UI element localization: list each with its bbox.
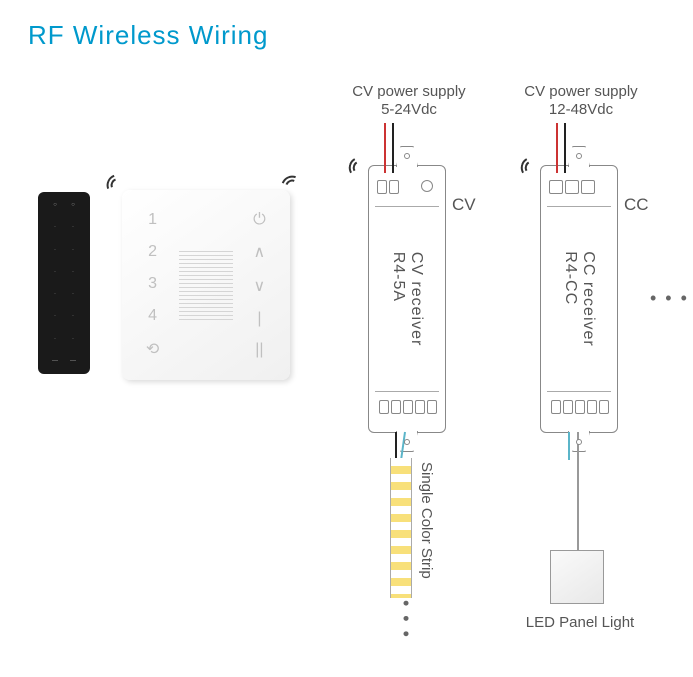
cc-supply-line2: 12-48Vdc	[506, 101, 656, 119]
remote-row: ··	[46, 269, 82, 275]
continuation-dots: • • •	[650, 288, 689, 309]
continuation-dots: • • •	[395, 600, 416, 639]
mount-hole	[576, 153, 582, 159]
wire-red	[556, 123, 558, 173]
wire-black	[564, 123, 566, 173]
remote-row: ··	[46, 313, 82, 319]
panel-btn-3: 3	[148, 275, 157, 293]
cv-supply-line2: 5-24Vdc	[334, 101, 484, 119]
wireless-icon	[103, 172, 126, 195]
remote-control: ○○ ·· ·· ·· ·· ·· ·· ——	[38, 192, 90, 374]
panel-left-col: 1 2 3 4 ⟲	[132, 204, 173, 366]
cc-supply-line1: CV power supply	[506, 83, 656, 101]
wire-cyan	[568, 432, 570, 460]
remote-row: ··	[46, 291, 82, 297]
remote-row: ··	[46, 247, 82, 253]
panel-btn-2: 2	[148, 243, 157, 261]
input-terminals	[549, 180, 595, 198]
cc-receiver-label: CC receiverR4-CC	[561, 251, 597, 346]
mount-hole	[576, 439, 582, 445]
input-terminals	[377, 180, 399, 198]
panel-btn-4: 4	[148, 307, 157, 325]
wire-black	[395, 432, 397, 460]
strip-label: Single Color Strip	[418, 462, 435, 579]
panel-btn-power: ⏻	[253, 211, 266, 229]
led-strip	[390, 458, 412, 598]
mount-hole	[404, 153, 410, 159]
panel-btn-m2: ||	[255, 341, 263, 359]
mount-hole	[404, 439, 410, 445]
cv-supply-line1: CV power supply	[334, 83, 484, 101]
cv-side-label: CV	[452, 195, 476, 215]
wireless-icon	[279, 172, 302, 195]
panel-btn-1: 1	[148, 211, 157, 229]
cv-supply-label: CV power supply 5-24Vdc	[334, 83, 484, 119]
wire-red	[384, 123, 386, 173]
cc-receiver: CC receiverR4-CC	[540, 165, 618, 433]
led-panel-light	[550, 550, 604, 604]
wall-panel: 1 2 3 4 ⟲ ⏻ ∧ ∨ | ||	[122, 190, 290, 380]
panel-slider	[173, 204, 239, 366]
pairing-button	[421, 180, 433, 192]
output-terminals	[551, 400, 609, 418]
panel-right-col: ⏻ ∧ ∨ | ||	[239, 204, 280, 366]
cv-receiver-label: CV receiverR4-5A	[389, 252, 425, 347]
panel-btn-down: ∨	[254, 276, 266, 296]
panel-btn-m1: |	[257, 310, 261, 328]
cv-receiver: CV receiverR4-5A	[368, 165, 446, 433]
panel-btn-up: ∧	[254, 242, 266, 262]
output-terminals	[379, 400, 437, 418]
remote-row: ○○	[46, 202, 82, 208]
cc-side-label: CC	[624, 195, 649, 215]
diagram-title: RF Wireless Wiring	[28, 20, 268, 51]
led-panel-label: LED Panel Light	[500, 614, 660, 632]
cc-supply-label: CV power supply 12-48Vdc	[506, 83, 656, 119]
remote-row: ··	[46, 336, 82, 342]
wireless-icon	[517, 155, 542, 180]
wire-gray	[577, 432, 579, 550]
wire-black	[392, 123, 394, 173]
remote-row: ——	[46, 358, 82, 364]
wireless-icon	[345, 155, 370, 180]
panel-btn-scene: ⟲	[146, 339, 159, 359]
remote-row: ··	[46, 224, 82, 230]
